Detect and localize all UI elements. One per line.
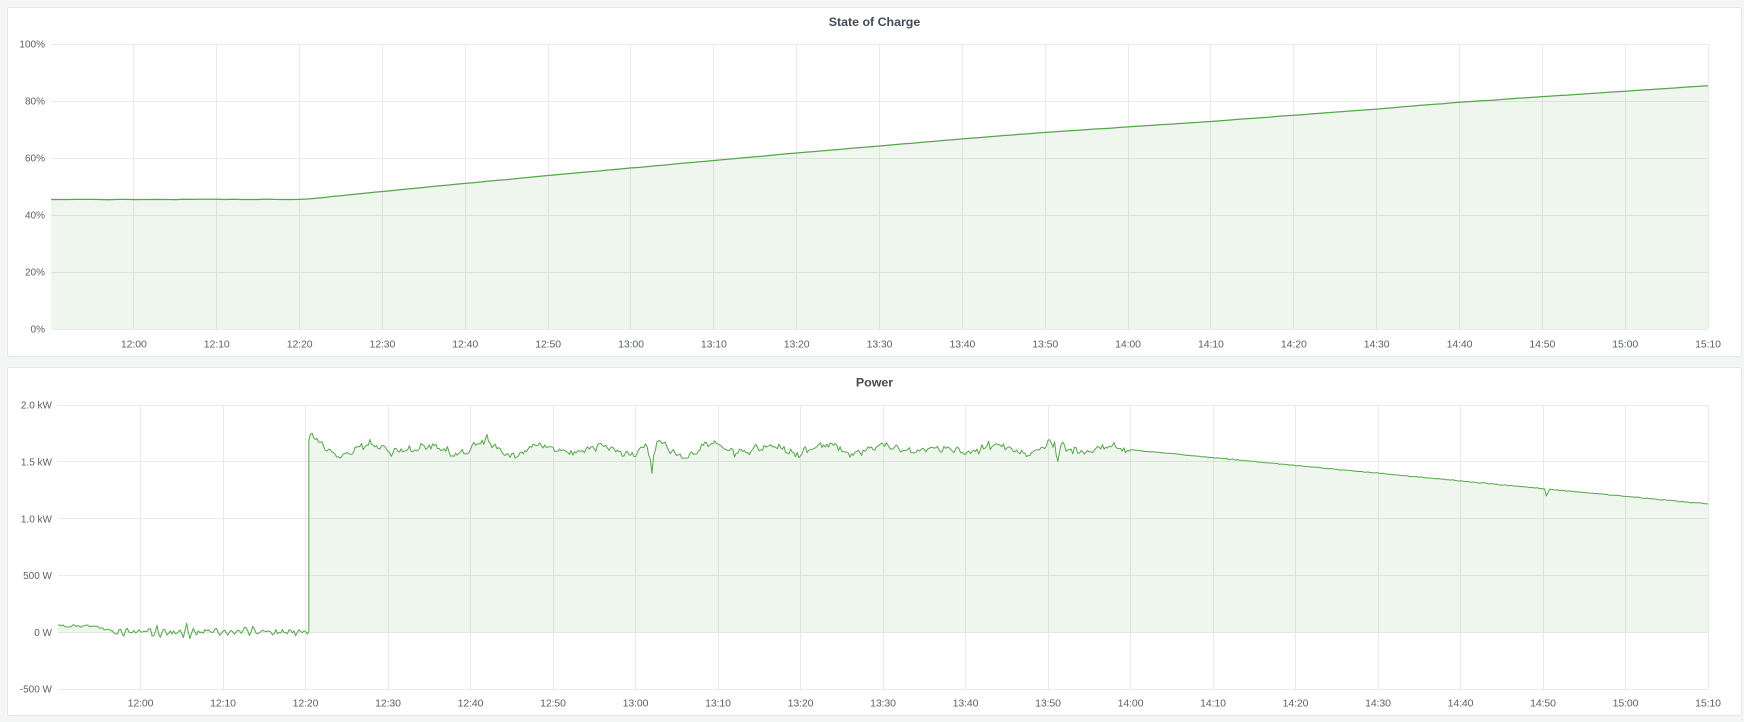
svg-text:80%: 80% xyxy=(25,97,45,108)
svg-text:15:10: 15:10 xyxy=(1695,698,1721,710)
svg-text:60%: 60% xyxy=(25,154,45,165)
svg-text:1.5 kW: 1.5 kW xyxy=(21,458,53,469)
svg-text:12:50: 12:50 xyxy=(540,698,566,710)
svg-text:14:50: 14:50 xyxy=(1530,698,1556,710)
svg-text:12:40: 12:40 xyxy=(458,698,484,710)
svg-text:13:10: 13:10 xyxy=(701,339,727,351)
svg-text:13:00: 13:00 xyxy=(623,698,649,710)
svg-text:12:00: 12:00 xyxy=(128,698,154,710)
svg-text:14:20: 14:20 xyxy=(1283,698,1309,710)
svg-text:0 W: 0 W xyxy=(34,628,52,639)
svg-text:13:40: 13:40 xyxy=(953,698,979,710)
svg-text:14:50: 14:50 xyxy=(1529,339,1555,351)
svg-text:40%: 40% xyxy=(25,211,45,222)
svg-text:12:50: 12:50 xyxy=(535,339,561,351)
svg-text:12:20: 12:20 xyxy=(293,698,319,710)
svg-text:14:40: 14:40 xyxy=(1447,339,1473,351)
svg-text:20%: 20% xyxy=(25,268,45,279)
svg-text:14:30: 14:30 xyxy=(1364,339,1390,351)
svg-text:13:20: 13:20 xyxy=(788,698,814,710)
svg-text:500 W: 500 W xyxy=(23,571,52,582)
svg-text:14:30: 14:30 xyxy=(1365,698,1391,710)
svg-text:13:10: 13:10 xyxy=(705,698,731,710)
svg-text:15:00: 15:00 xyxy=(1612,339,1638,351)
svg-text:13:20: 13:20 xyxy=(784,339,810,351)
svg-text:-500 W: -500 W xyxy=(20,685,53,696)
svg-text:14:00: 14:00 xyxy=(1115,339,1141,351)
svg-text:12:40: 12:40 xyxy=(452,339,478,351)
svg-text:State of Charge: State of Charge xyxy=(829,15,921,29)
svg-text:14:10: 14:10 xyxy=(1200,698,1226,710)
svg-text:12:30: 12:30 xyxy=(375,698,401,710)
svg-text:15:00: 15:00 xyxy=(1613,698,1639,710)
svg-text:100%: 100% xyxy=(19,40,45,51)
svg-text:13:40: 13:40 xyxy=(950,339,976,351)
svg-text:Power: Power xyxy=(856,375,893,389)
svg-text:13:30: 13:30 xyxy=(867,339,893,351)
svg-text:13:50: 13:50 xyxy=(1035,698,1061,710)
svg-text:14:20: 14:20 xyxy=(1281,339,1307,351)
svg-text:12:30: 12:30 xyxy=(370,339,396,351)
svg-text:12:00: 12:00 xyxy=(121,339,147,351)
svg-text:13:30: 13:30 xyxy=(870,698,896,710)
svg-text:0%: 0% xyxy=(31,325,46,336)
svg-text:1.0 kW: 1.0 kW xyxy=(21,514,53,525)
svg-text:13:00: 13:00 xyxy=(618,339,644,351)
svg-text:15:10: 15:10 xyxy=(1695,339,1721,351)
svg-text:14:40: 14:40 xyxy=(1448,698,1474,710)
svg-text:14:00: 14:00 xyxy=(1118,698,1144,710)
svg-text:12:10: 12:10 xyxy=(210,698,236,710)
svg-text:2.0 kW: 2.0 kW xyxy=(21,401,53,412)
svg-text:12:20: 12:20 xyxy=(287,339,313,351)
svg-text:13:50: 13:50 xyxy=(1032,339,1058,351)
svg-text:12:10: 12:10 xyxy=(204,339,230,351)
svg-text:14:10: 14:10 xyxy=(1198,339,1224,351)
